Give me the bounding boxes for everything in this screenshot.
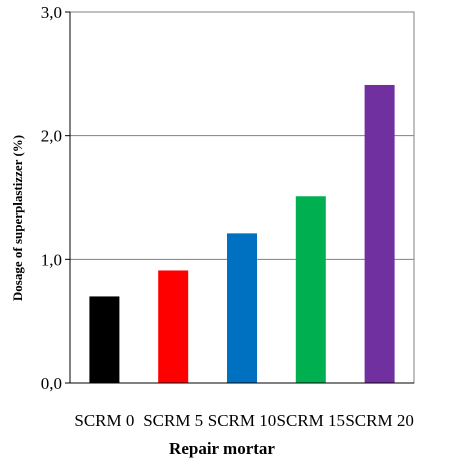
y-axis-title: Dosage of superplastizzer (%) — [10, 135, 25, 301]
y-ticks: 0,0 1,0 2,0 3,0 — [41, 3, 70, 393]
bar-scrm-10 — [227, 233, 257, 383]
y-tick-label: 3,0 — [41, 3, 62, 22]
y-tick-label: 0,0 — [41, 374, 62, 393]
x-tick-label: SCRM 5 — [143, 411, 203, 430]
bars — [89, 84, 395, 384]
bar-scrm-5 — [158, 270, 189, 383]
x-tick-label: SCRM 15 — [277, 411, 346, 430]
x-axis-title: Repair mortar — [169, 439, 275, 458]
bar-scrm-0 — [89, 296, 120, 383]
y-tick-label: 1,0 — [41, 250, 62, 269]
y-tick-label: 2,0 — [41, 127, 62, 146]
x-tick-labels: SCRM 0 SCRM 5 SCRM 10 SCRM 15 SCRM 20 — [74, 411, 413, 430]
x-tick-label: SCRM 20 — [345, 411, 414, 430]
x-tick-label: SCRM 10 — [208, 411, 277, 430]
bar-scrm-20 — [364, 84, 395, 384]
x-tick-label: SCRM 0 — [74, 411, 134, 430]
bar-scrm-15 — [295, 196, 326, 383]
